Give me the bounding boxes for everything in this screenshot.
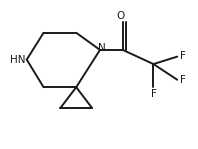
Text: F: F [180,51,186,61]
Text: O: O [117,11,125,21]
Text: F: F [180,75,186,85]
Text: F: F [150,89,156,99]
Text: N: N [98,43,106,53]
Text: HN: HN [10,55,26,65]
